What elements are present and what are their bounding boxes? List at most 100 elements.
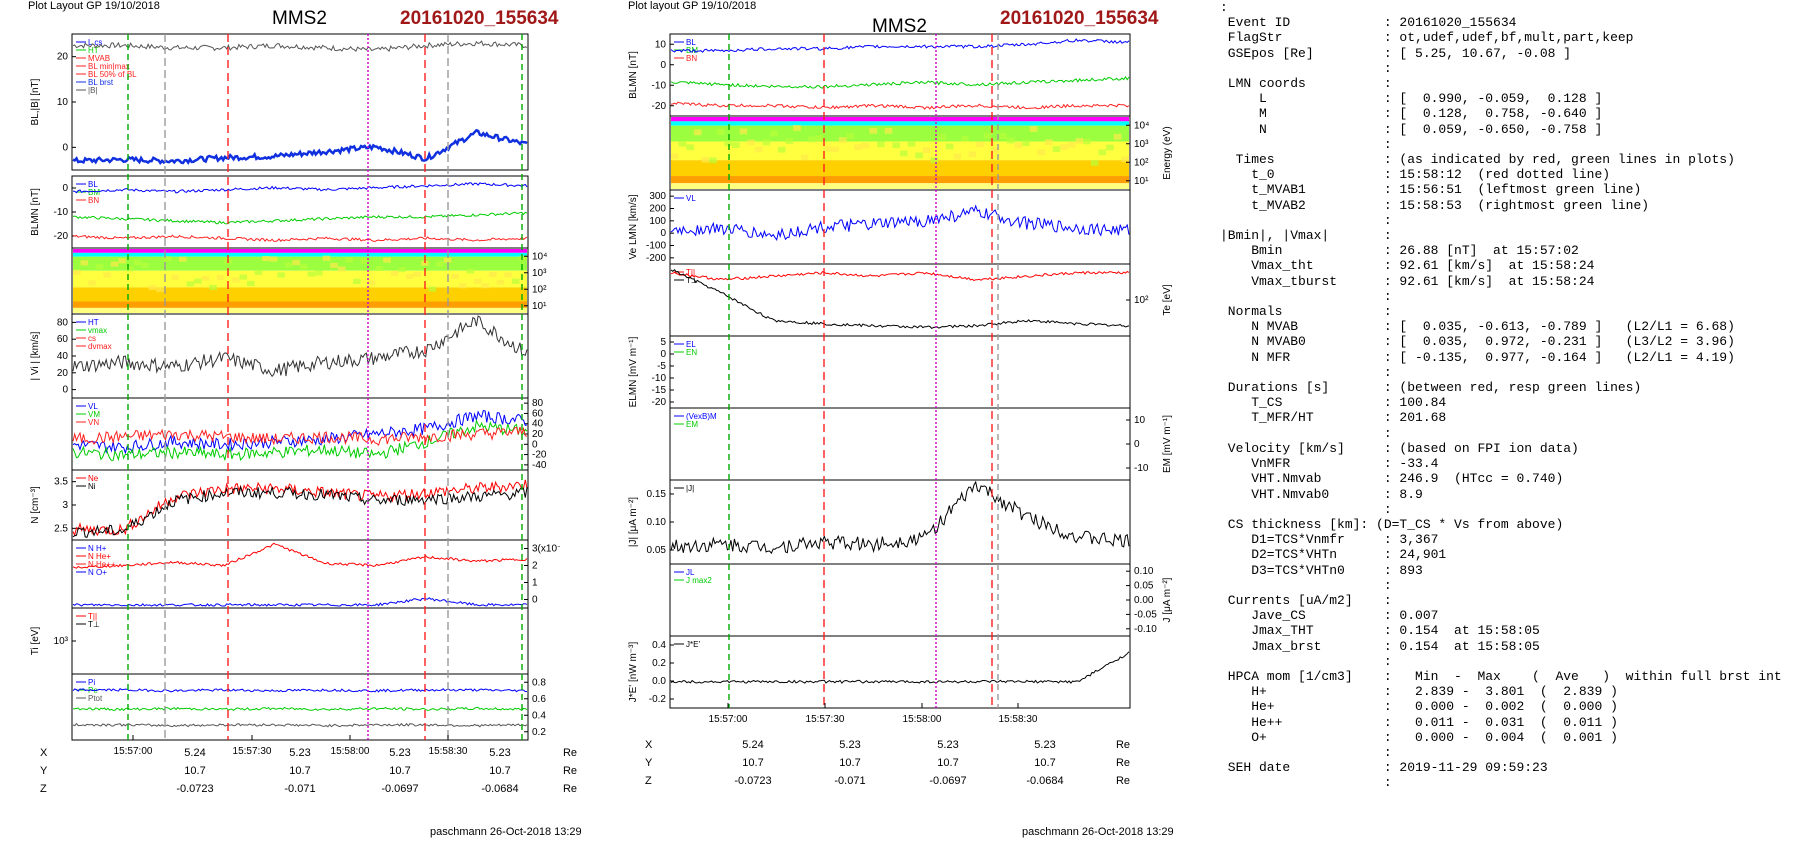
spectrogram-cell <box>671 153 679 160</box>
spectrogram-cell <box>178 256 187 262</box>
spectrogram-cell <box>330 262 338 268</box>
ephemeris-value: 10.7 <box>489 765 511 777</box>
legend-entry: VN <box>88 418 99 427</box>
summary-line: O+ : 0.000 - 0.004 ( 0.001 ) <box>1220 729 1618 745</box>
summary-line: H+ : 2.839 - 3.801 ( 2.839 ) <box>1220 684 1618 700</box>
legend-entry: Pi <box>88 678 95 687</box>
spectrogram-cell <box>398 267 406 273</box>
spectrogram-band <box>671 176 1129 184</box>
spectrogram-cell <box>489 271 497 278</box>
spectrogram-cell <box>701 156 710 163</box>
legend-entry: L cs <box>88 38 102 47</box>
y-axis-label: |J| [μA m⁻²] <box>628 497 639 547</box>
spectrogram-cell <box>785 138 794 144</box>
series-line <box>72 722 528 728</box>
series-line <box>72 128 528 165</box>
spectrogram-cell <box>983 132 992 139</box>
spectrogram-cell <box>511 278 520 284</box>
y-tick-label: -20 <box>652 397 667 408</box>
spectrogram-cell <box>148 284 157 291</box>
ephemeris-value: 10.7 <box>742 757 764 769</box>
panel-frame <box>669 635 1131 709</box>
spectrogram-cell <box>945 143 954 150</box>
legend-entry: N H+ <box>88 544 107 553</box>
ephemeris-value: 5.23 <box>289 747 311 759</box>
summary-line: N MVAB0 : [ 0.035, 0.972, -0.231 ] (L3/L… <box>1220 334 1735 350</box>
spectrogram-cell <box>496 279 505 285</box>
y-tick-label: -40 <box>532 460 547 471</box>
y-tick-label: 20 <box>532 429 544 440</box>
y-tick-label: 200 <box>649 204 666 215</box>
y-tick-label: 0 <box>532 439 538 450</box>
ephemeris-value: 5.23 <box>1034 739 1056 751</box>
summary-line: : <box>1220 653 1392 669</box>
middle-footer: paschmann 26-Oct-2018 13:29 <box>1022 826 1174 838</box>
y-tick-label: -10 <box>54 207 69 218</box>
spectrogram-cell <box>1037 149 1046 156</box>
y-tick-label: 3(x10⁻²) <box>532 544 560 555</box>
y-tick-label: 300 <box>649 191 666 202</box>
panel-8: 10³ Ti [eV] T||T⊥ <box>30 607 529 675</box>
spectrogram-band <box>671 121 1129 126</box>
panel-frame <box>669 263 1131 337</box>
legend-entry: HT <box>88 318 99 327</box>
y-tick-label: 10³ <box>532 268 547 279</box>
event-summary-panel: : Event ID : 20161020_155634 FlagStr : o… <box>1220 0 1782 791</box>
y-tick-label: 2 <box>532 561 538 572</box>
panel-9: 0.4 0.2 0.0 -0.2 J*E' [nW m⁻³] J*E' <box>628 635 1131 709</box>
legend-entry: BL brst <box>88 78 114 87</box>
y-tick-label: 20 <box>57 52 69 63</box>
ephemeris-label: Z <box>40 783 47 795</box>
y-axis-label: EM [mV m⁻¹] <box>1162 415 1173 473</box>
y-tick-label: 20 <box>57 368 69 379</box>
spectrogram-cell <box>747 139 755 146</box>
ephemeris-value: 10.7 <box>289 765 311 777</box>
spectrogram-band <box>671 125 1129 142</box>
legend-entry: J*E' <box>686 640 700 649</box>
spectrogram-cell <box>1121 156 1129 163</box>
series-line <box>72 542 528 569</box>
y-tick-label: 0.0 <box>652 676 666 687</box>
legend-entry: J max2 <box>686 576 712 585</box>
ephemeris-label: X <box>40 747 48 759</box>
spectrogram-cell <box>300 264 308 270</box>
spectrogram-cell <box>413 271 422 277</box>
spectrogram-cell <box>1090 160 1099 166</box>
spectrogram-cell <box>428 286 437 292</box>
left-spacecraft-title: MMS2 <box>272 8 327 29</box>
summary-line: : <box>1220 744 1392 760</box>
y-tick-label: 10² <box>1134 295 1149 306</box>
spectrogram-cell <box>451 273 459 279</box>
x-tick-label: 15:58:30 <box>429 746 468 757</box>
summary-line: Jave_CS : 0.007 <box>1220 608 1439 624</box>
spectrogram-cell <box>754 146 763 153</box>
series-line <box>72 410 528 455</box>
spectrogram-cell <box>481 283 490 289</box>
summary-line: : <box>1220 288 1392 304</box>
spectrogram-cell <box>724 140 733 147</box>
legend-entry: BN <box>88 196 99 205</box>
x-tick-label: 15:57:30 <box>233 746 272 757</box>
ephemeris-row: X 5.24 5.23 5.23 5.23 Re <box>40 744 590 762</box>
legend-entry: dvmax <box>88 342 112 351</box>
x-tick-label: 15:58:00 <box>331 746 370 757</box>
spectrogram-cell <box>968 151 977 158</box>
y-axis-label: Ve LMN [km/s] <box>628 194 639 259</box>
legend-entry: BL <box>686 38 696 47</box>
summary-line: GSEpos [Re] : [ 5.25, 10.67, -0.08 ] <box>1220 45 1572 61</box>
y-tick-label: 5 <box>660 337 666 348</box>
y-axis-label: Energy (eV) <box>1162 126 1173 179</box>
spectrogram-cell <box>838 137 847 143</box>
series-line <box>72 484 528 538</box>
spectrogram-cell <box>201 275 210 281</box>
spectrogram-cell <box>390 270 399 276</box>
ephemeris-value: 5.23 <box>937 739 959 751</box>
spectrogram-cell <box>930 157 939 164</box>
legend-entry: BM <box>88 188 100 197</box>
spectrogram-cell <box>110 261 119 267</box>
y-tick-label: 80 <box>57 317 69 328</box>
